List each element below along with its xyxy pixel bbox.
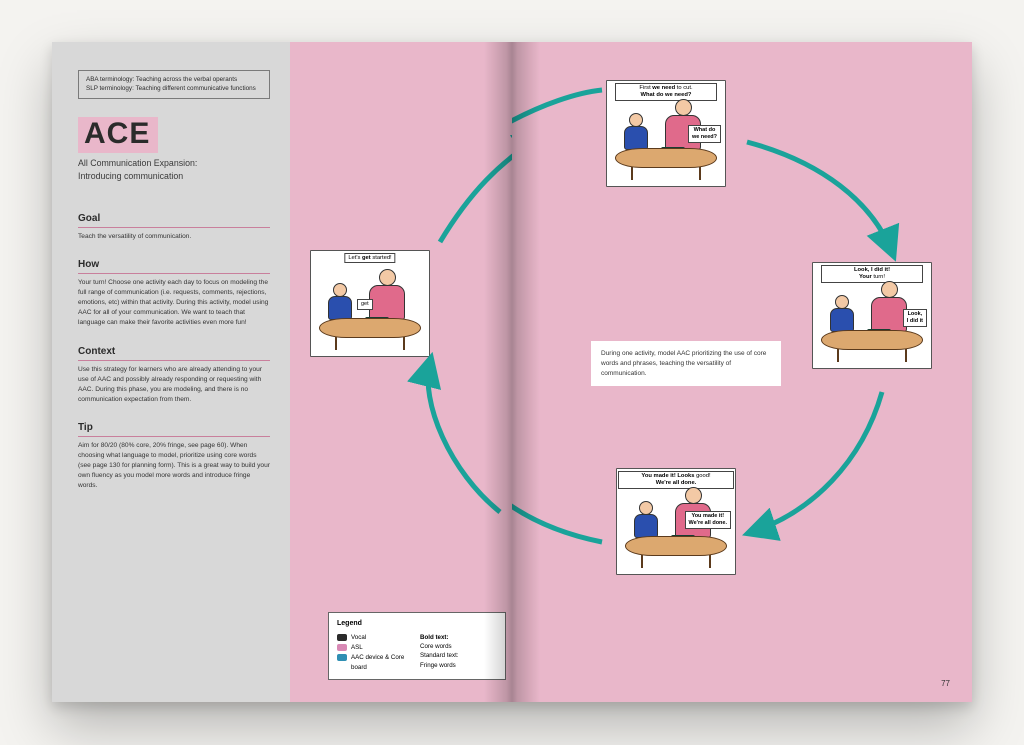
scene-2-illustration: What dowe need? [607,81,725,186]
legend-left-col: Vocal ASL AAC device & Core board [337,633,414,673]
legend-item-vocal: Vocal [337,633,414,642]
page-right: First we need to cut.What do we need? Wh… [512,42,972,702]
scene-2-speech: What dowe need? [688,125,721,143]
scene-3-speech: Look,I did it [903,309,927,327]
left-text-panel: ABA terminology: Teaching across the ver… [52,42,290,702]
section-how-body: Your turn! Choose one activity each day … [78,278,270,327]
scene-4-illustration: You made it!We're all done. [617,469,735,574]
scene-1-illustration: get [311,251,429,356]
left-pink-panel: Let's get started! get Legend Vocal [290,42,512,702]
page-subtitle: All Communication Expansion: Introducing… [78,157,270,183]
legend-title: Legend [337,619,497,630]
page-title: ACE [78,117,270,153]
section-context-head: Context [78,346,270,361]
section-tip-body: Aim for 80/20 (80% core, 20% fringe, see… [78,441,270,490]
section-how-head: How [78,259,270,274]
cycle-arrows-left [290,42,512,702]
legend-right-col: Bold text: Core words Standard text: Fri… [420,633,497,673]
section-tip-head: Tip [78,422,270,437]
scene-4-speech: You made it!We're all done. [685,511,732,529]
legend-box: Legend Vocal ASL AAC device & Core board… [328,612,506,680]
scene-1: Let's get started! get [310,250,430,357]
terminology-line-2: SLP terminology: Teaching different comm… [86,85,262,94]
terminology-line-1: ABA terminology: Teaching across the ver… [86,76,262,85]
terminology-box: ABA terminology: Teaching across the ver… [78,70,270,99]
scene-2: First we need to cut.What do we need? Wh… [606,80,726,187]
section-goal-head: Goal [78,213,270,228]
scene-1-speech: get [357,299,373,310]
section-context-body: Use this strategy for learners who are a… [78,365,270,405]
book-spread: ABA terminology: Teaching across the ver… [52,42,972,702]
scene-4: You made it! Looks good!We're all done. … [616,468,736,575]
right-pink-panel: First we need to cut.What do we need? Wh… [512,42,972,702]
scene-3: Look, I did it!Your turn! Look,I did it [812,262,932,369]
page-number: 77 [941,679,950,688]
scene-3-illustration: Look,I did it [813,263,931,368]
page-left: ABA terminology: Teaching across the ver… [52,42,512,702]
section-goal-body: Teach the versatility of communication. [78,232,270,242]
legend-item-asl: ASL [337,643,414,652]
center-note: During one activity, model AAC prioritiz… [590,340,782,387]
legend-item-aac: AAC device & Core board [337,653,414,672]
